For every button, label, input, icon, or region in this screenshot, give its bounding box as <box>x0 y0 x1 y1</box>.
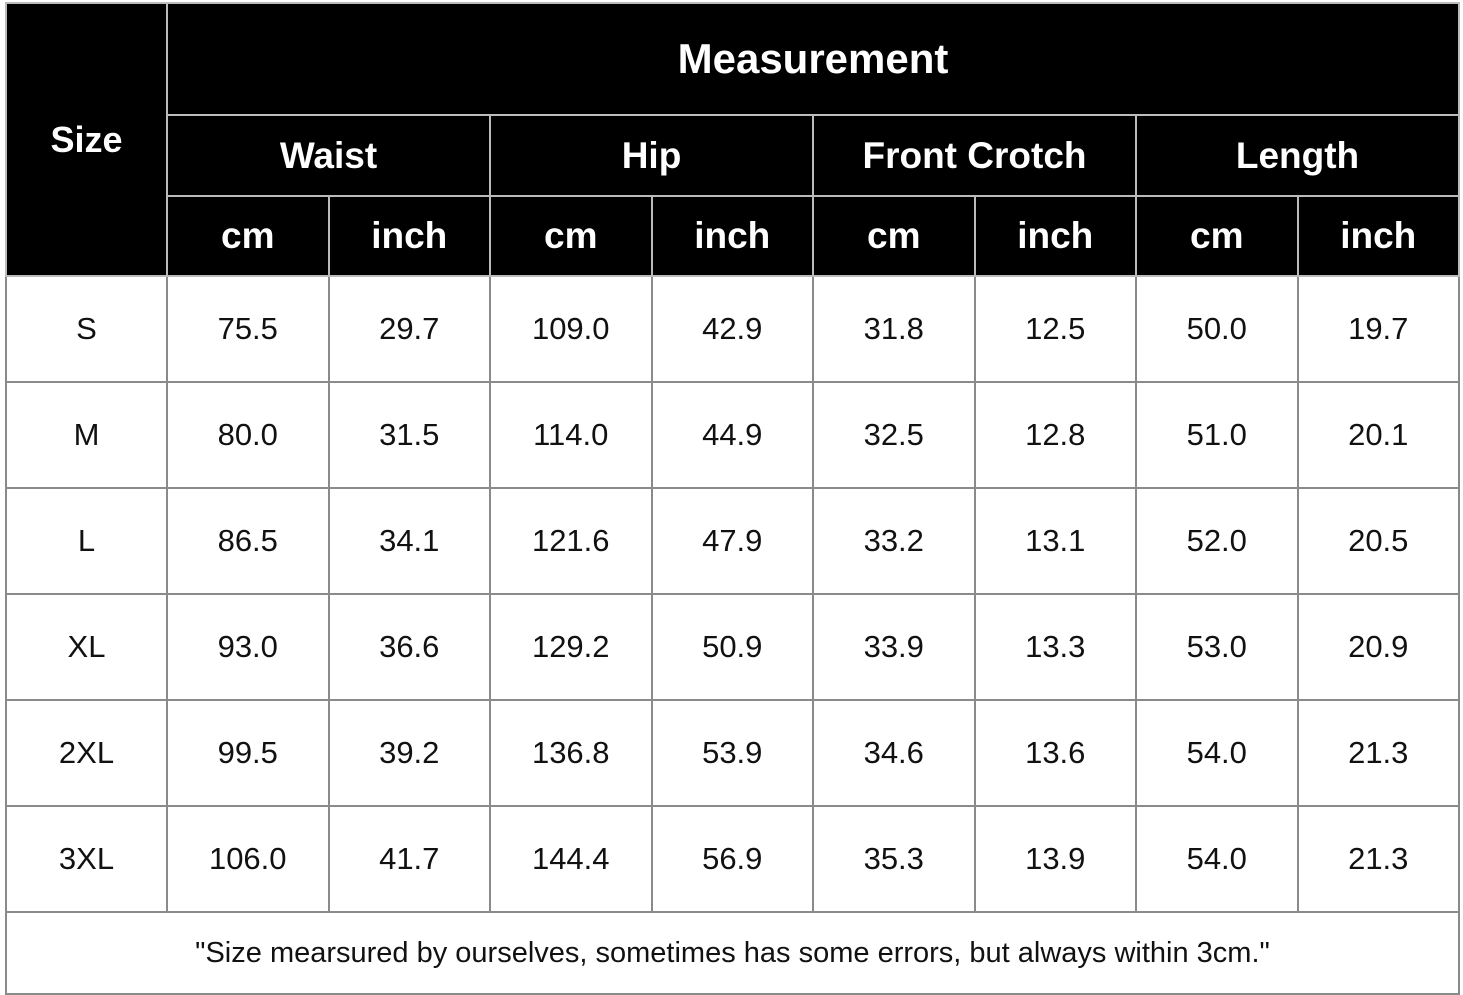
unit-header: inch <box>650 195 814 277</box>
data-row: M 80.0 31.5 114.0 44.9 32.5 12.8 51.0 20.1 <box>5 381 1461 489</box>
value-cell: 13.3 <box>973 593 1137 701</box>
value-cell: 12.5 <box>973 275 1137 383</box>
group-header: Hip <box>489 114 814 197</box>
header-row: Size Measurement <box>5 2 1461 277</box>
value-cell: 41.7 <box>327 805 491 913</box>
size-cell: S <box>5 275 168 383</box>
value-cell: 34.1 <box>327 487 491 595</box>
value-cell: 51.0 <box>1135 381 1299 489</box>
size-chart: Size Measurement Waist Hip Front Crotch Lengt… <box>4 2 1461 995</box>
value-cell: 21.3 <box>1296 699 1461 807</box>
value-cell: 13.6 <box>973 699 1137 807</box>
value-cell: 19.7 <box>1296 275 1461 383</box>
data-row: XL 93.0 36.6 129.2 50.9 33.9 13.3 53.0 20.9 <box>5 593 1461 701</box>
value-cell: 36.6 <box>327 593 491 701</box>
size-cell: 2XL <box>5 699 168 807</box>
value-cell: 129.2 <box>489 593 653 701</box>
value-cell: 56.9 <box>650 805 814 913</box>
value-cell: 21.3 <box>1296 805 1461 913</box>
value-cell: 53.9 <box>650 699 814 807</box>
value-cell: 47.9 <box>650 487 814 595</box>
value-cell: 99.5 <box>166 699 330 807</box>
value-cell: 12.8 <box>973 381 1137 489</box>
data-row: S 75.5 29.7 109.0 42.9 31.8 12.5 50.0 19.7 <box>5 275 1461 383</box>
value-cell: 114.0 <box>489 381 653 489</box>
value-cell: 13.9 <box>973 805 1137 913</box>
value-cell: 121.6 <box>489 487 653 595</box>
note: "Size mearsured by ourselves, sometimes … <box>4 911 1461 995</box>
value-cell: 31.8 <box>812 275 976 383</box>
value-cell: 80.0 <box>166 381 330 489</box>
unit-row: cm inch cm inch cm inch cm inch <box>6 195 1461 277</box>
value-cell: 86.5 <box>166 487 330 595</box>
value-cell: 39.2 <box>327 699 491 807</box>
value-cell: 33.9 <box>812 593 976 701</box>
value-cell: 93.0 <box>166 593 330 701</box>
value-cell: 50.9 <box>650 593 814 701</box>
value-cell: 29.7 <box>327 275 491 383</box>
group-header: Length <box>1134 114 1461 197</box>
unit-header: inch <box>973 195 1137 277</box>
value-cell: 75.5 <box>166 275 330 383</box>
group-header: Waist <box>166 114 491 197</box>
value-cell: 144.4 <box>489 805 653 913</box>
data-row: 2XL 99.5 39.2 136.8 53.9 34.6 13.6 54.0 21.3 <box>5 699 1461 807</box>
value-cell: 50.0 <box>1135 275 1299 383</box>
value-cell: 20.9 <box>1296 593 1461 701</box>
value-cell: 54.0 <box>1135 699 1299 807</box>
value-cell: 52.0 <box>1135 487 1299 595</box>
data-row: L 86.5 34.1 121.6 47.9 33.2 13.1 52.0 20.5 <box>5 487 1461 595</box>
measurement-header: Measurement <box>165 2 1461 116</box>
value-cell: 44.9 <box>650 381 814 489</box>
value-cell: 53.0 <box>1135 593 1299 701</box>
group-row: Waist Hip Front Crotch Length <box>6 114 1461 197</box>
table-body: Size Measurement Waist Hip Front Crotch Lengt… <box>4 2 1461 995</box>
unit-header: inch <box>327 195 491 277</box>
value-cell: 35.3 <box>812 805 976 913</box>
value-cell: 42.9 <box>650 275 814 383</box>
value-cell: 136.8 <box>489 699 653 807</box>
value-cell: 20.5 <box>1296 487 1461 595</box>
unit-header: inch <box>1296 195 1461 277</box>
value-cell: 20.1 <box>1296 381 1461 489</box>
value-cell: 13.1 <box>973 487 1137 595</box>
size-cell: L <box>5 487 168 595</box>
value-cell: 32.5 <box>812 381 976 489</box>
unit-header: cm <box>812 195 976 277</box>
value-cell: 54.0 <box>1135 805 1299 913</box>
size-cell: M <box>5 381 168 489</box>
size-cell: 3XL <box>5 805 168 913</box>
value-cell: 33.2 <box>812 487 976 595</box>
unit-header: cm <box>166 195 330 277</box>
size-header: Size <box>5 2 168 277</box>
data-row: 3XL 106.0 41.7 144.4 56.9 35.3 13.9 54.0 21.3 <box>5 805 1461 913</box>
value-cell: 106.0 <box>166 805 330 913</box>
value-cell: 109.0 <box>489 275 653 383</box>
value-cell: 31.5 <box>327 381 491 489</box>
group-header: Front Crotch <box>812 114 1137 197</box>
value-cell: 34.6 <box>812 699 976 807</box>
size-cell: XL <box>5 593 168 701</box>
unit-header: cm <box>489 195 653 277</box>
note-row: "Size mearsured by ourselves, sometimes … <box>4 911 1461 995</box>
unit-header: cm <box>1135 195 1299 277</box>
